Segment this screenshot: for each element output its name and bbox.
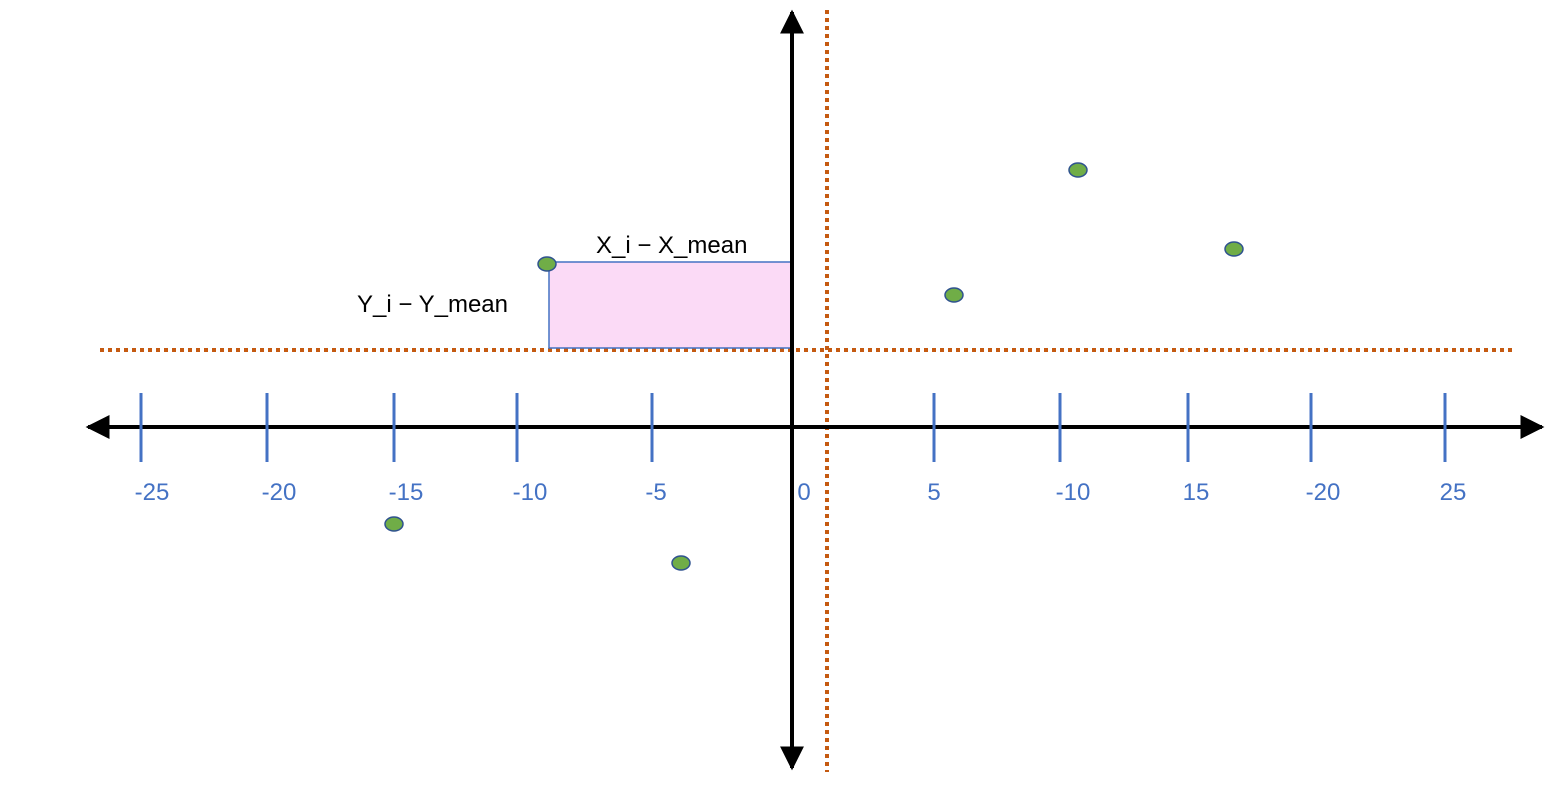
- tick-label: -15: [389, 479, 424, 506]
- point: [944, 287, 964, 303]
- point: [537, 256, 557, 272]
- tick-label: 5: [927, 479, 940, 506]
- deviation-rect: [548, 261, 792, 349]
- tick-label: -25: [135, 479, 170, 506]
- point: [671, 555, 691, 571]
- tick-label: -20: [262, 479, 297, 506]
- y-deviation-label: Y_i − Y_mean: [357, 291, 508, 318]
- tick-label: 0: [797, 479, 810, 506]
- ticks: -25 -20 -15 -10 -5 0 5 -10 15 -20 25: [135, 393, 1467, 506]
- tick-label: -5: [645, 479, 666, 506]
- tick-label: -10: [1056, 479, 1091, 506]
- tick-label: -20: [1306, 479, 1341, 506]
- x-deviation-label: X_i − X_mean: [596, 232, 747, 259]
- tick-label: -10: [513, 479, 548, 506]
- points: [384, 162, 1244, 571]
- point: [1224, 241, 1244, 257]
- tick-label: 15: [1183, 479, 1210, 506]
- point: [384, 516, 404, 532]
- tick-label: 25: [1440, 479, 1467, 506]
- point: [1068, 162, 1088, 178]
